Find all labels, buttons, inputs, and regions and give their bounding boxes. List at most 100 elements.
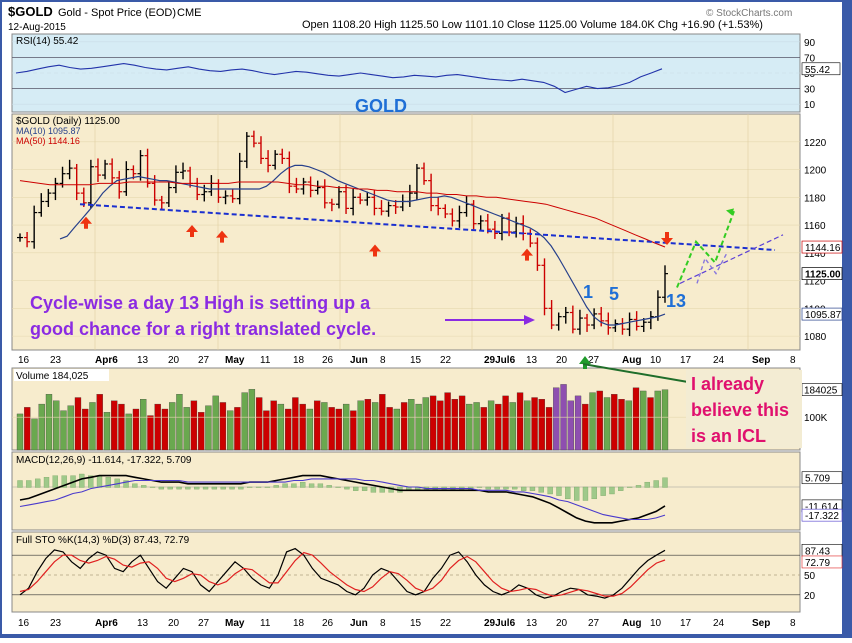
volume-bar — [212, 395, 219, 451]
volume-bar — [545, 407, 553, 451]
macd-histogram-bar — [512, 486, 518, 490]
x-tick-label: 18 — [293, 618, 305, 629]
macd-histogram-bar — [635, 485, 642, 488]
x-tick-label: Aug — [622, 355, 641, 366]
x-tick-label: 13 — [526, 355, 538, 366]
volume-bar — [263, 410, 270, 451]
price-marker-box — [801, 307, 843, 321]
macd-histogram-bar — [220, 486, 226, 490]
stochastic-marker-label: 72.79 — [805, 558, 830, 569]
volume-bar — [379, 394, 386, 451]
volume-bar — [205, 405, 212, 451]
macd-histogram-bar — [520, 486, 527, 491]
bottom-x-axis-band — [12, 614, 800, 630]
macd-histogram-bar — [264, 486, 271, 488]
price-tick-label: 1120 — [804, 277, 826, 288]
macd-histogram-bar — [591, 486, 597, 500]
x-tick-label: 23 — [50, 618, 62, 629]
x-tick-label: 29Jul6 — [484, 355, 516, 366]
volume-bar — [154, 403, 161, 451]
price-marker-box — [801, 267, 843, 280]
x-tick-label: 13 — [137, 618, 149, 629]
macd-histogram-bar — [176, 486, 182, 490]
icl-pointer-line — [582, 363, 689, 383]
volume-bar — [103, 412, 111, 451]
macd-marker-label: -11.614 — [805, 502, 839, 513]
icl-note-line-2: believe this — [691, 400, 789, 420]
x-tick-label: 10 — [650, 618, 662, 629]
volume-bar — [495, 403, 502, 451]
stochastic-tick-label: 20 — [804, 591, 816, 602]
x-tick-label: Apr6 — [95, 618, 118, 629]
volume-panel: 100K 184025 Volume 184,025 — [11, 367, 843, 451]
macd-histogram-bar — [476, 486, 483, 488]
x-tick-label: 27 — [588, 618, 600, 629]
red-up-arrow — [80, 216, 92, 229]
volume-bar — [277, 403, 285, 451]
stochastic-tick-label: 50 — [804, 571, 816, 582]
x-tick-label: 15 — [410, 355, 422, 366]
macd-histogram-bar — [158, 486, 165, 490]
macd-histogram-bar — [149, 486, 156, 488]
volume-bar — [589, 392, 596, 451]
chart-date: 12-Aug-2015 — [8, 22, 66, 33]
stochastic-marker-label: 87.43 — [805, 546, 830, 557]
volume-bar — [256, 397, 263, 451]
volume-bar — [618, 399, 625, 451]
annotation-line-2: good chance for a right translated cycle… — [30, 319, 376, 339]
macd-histogram-bar — [644, 481, 650, 488]
x-tick-label: 22 — [440, 618, 452, 629]
price-marker-label: 1125.00 — [805, 270, 841, 281]
macd-histogram-bar — [105, 477, 112, 488]
price-marker-label: 1095.87 — [805, 310, 842, 321]
macd-histogram-bar — [538, 486, 544, 493]
x-tick-label: Jun — [350, 355, 368, 366]
macd-histogram-bar — [547, 486, 553, 495]
x-tick-label: 16 — [18, 355, 30, 366]
rsi-tick-label: 10 — [804, 100, 816, 111]
x-tick-label: 17 — [680, 618, 692, 629]
volume-bar — [284, 408, 292, 451]
macd-histogram-bar — [494, 486, 500, 490]
volume-bar — [292, 397, 299, 451]
volume-bar — [161, 408, 169, 451]
macd-histogram-bar — [370, 486, 377, 493]
x-tick-label: 20 — [168, 355, 180, 366]
volume-bar — [386, 407, 393, 451]
x-tick-label: 27 — [198, 355, 210, 366]
stochastic-background — [11, 531, 801, 613]
stochastic-marker-box — [801, 555, 843, 569]
macd-histogram-bar — [653, 480, 659, 488]
volume-bar — [538, 399, 545, 451]
macd-histogram-bar — [353, 486, 359, 491]
price-tick-label: 1180 — [804, 193, 826, 204]
volume-bar — [183, 407, 190, 451]
macd-histogram-bar — [238, 486, 244, 490]
macd-histogram-bar — [335, 486, 341, 488]
volume-bar — [140, 399, 147, 451]
macd-histogram-bar — [35, 478, 41, 488]
x-tick-label: May — [225, 618, 245, 629]
macd-histogram-bar — [43, 477, 50, 488]
stochastic-d-line — [19, 551, 666, 597]
macd-histogram-bar — [273, 485, 279, 488]
macd-histogram-bar — [485, 486, 491, 490]
exchange-label: CME — [177, 7, 201, 19]
annotation-arrow-head — [524, 315, 535, 325]
volume-bar — [241, 392, 248, 451]
x-tick-label: 22 — [440, 355, 452, 366]
rsi-background — [11, 33, 801, 113]
volume-bar — [473, 402, 480, 451]
x-tick-label: Sep — [752, 355, 770, 366]
ma50-line — [19, 180, 666, 248]
ma50-legend: MA(50) 1144.16 — [16, 136, 80, 146]
macd-panel: MACD(12,26,9) -11.614, -17.322, 5.709 5.7… — [11, 451, 843, 531]
bottom-x-axis: 16 23 Apr6 13 20 27 May 11 18 26 Jun 8 15 22 29Jul6 13 2… — [12, 614, 800, 630]
x-tick-label: 16 — [18, 618, 30, 629]
x-tick-label: 8 — [790, 355, 796, 366]
volume-bar — [509, 402, 516, 451]
price-marker-box — [801, 240, 843, 254]
volume-bar — [67, 405, 74, 451]
volume-bar — [198, 412, 205, 451]
